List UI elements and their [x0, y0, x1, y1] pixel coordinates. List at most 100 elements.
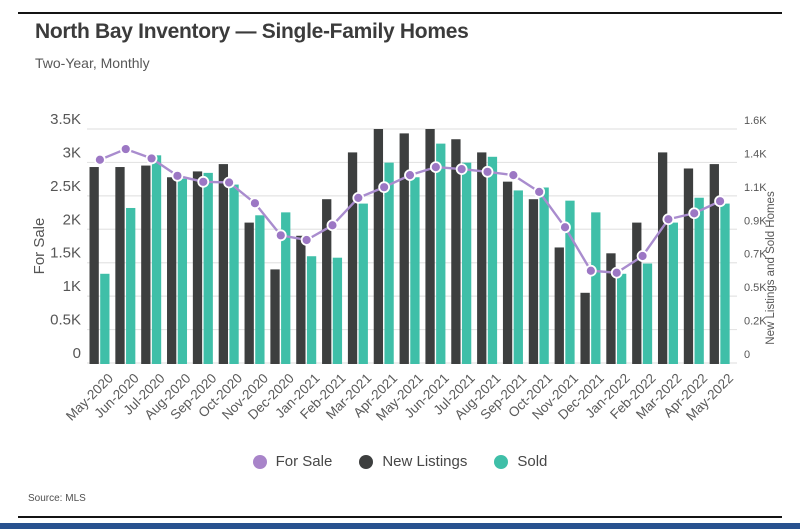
- for-sale-point: [274, 229, 287, 242]
- sold-bar: [487, 156, 498, 364]
- right-axis-tick-label: 0: [744, 349, 750, 361]
- for-sale-point: [662, 213, 675, 226]
- sold-bar: [591, 212, 601, 364]
- right-axis-tick-label: 1.1K: [744, 182, 767, 194]
- right-axis-tick-label: 1.4K: [744, 148, 767, 160]
- for-sale-point: [559, 221, 571, 234]
- new-listings-bar: [115, 167, 125, 364]
- bottom-accent-bar: [0, 523, 800, 529]
- legend-item-for-sale: For Sale: [252, 453, 333, 470]
- right-axis-tick-label: 0.7K: [744, 249, 767, 261]
- legend-label: For Sale: [275, 453, 333, 470]
- chart-legend: For Sale New Listings Sold: [0, 453, 800, 470]
- new-listings-bar: [347, 152, 358, 364]
- sold-bar: [281, 212, 291, 364]
- legend-label: Sold: [517, 453, 548, 470]
- for-sale-point: [481, 165, 494, 178]
- sold-bar: [539, 187, 549, 364]
- for-sale-point: [714, 195, 726, 208]
- for-sale-point: [688, 207, 701, 220]
- new-listings-bar: [399, 133, 409, 364]
- for-sale-point: [249, 197, 261, 210]
- for-sale-point: [94, 153, 106, 166]
- new-listings-bar: [580, 292, 590, 364]
- for-sale-point: [171, 169, 184, 182]
- sold-legend-dot-icon: [494, 454, 509, 469]
- legend-label: New Listings: [382, 453, 468, 470]
- sold-bar: [177, 178, 188, 364]
- right-axis-title: New Listings and Sold Homes: [765, 191, 777, 345]
- sold-bar: [384, 162, 394, 364]
- for-sale-point: [533, 185, 546, 198]
- sold-bar: [151, 155, 162, 364]
- for-sale-point: [378, 181, 391, 194]
- new-listings-bar: [192, 171, 203, 364]
- chart-title: North Bay Inventory — Single-Family Home…: [35, 20, 469, 43]
- legend-item-new-listings: New Listings: [359, 453, 467, 470]
- new-listings-legend-dot-icon: [359, 454, 374, 469]
- left-axis-tick-label: 1.5K: [50, 245, 81, 262]
- for-sale-point: [636, 250, 649, 262]
- sold-bar: [126, 207, 136, 364]
- sold-bar: [255, 215, 265, 364]
- left-axis-title: For Sale: [31, 218, 48, 275]
- sold-bar: [720, 203, 730, 364]
- for-sale-point: [404, 169, 416, 182]
- left-axis-tick-label: 3K: [63, 144, 81, 161]
- sold-bar: [358, 203, 368, 364]
- new-listings-bar: [244, 222, 254, 364]
- new-listings-bar: [425, 129, 435, 364]
- left-axis-tick-label: 0.5K: [50, 312, 81, 329]
- new-listings-bar: [709, 164, 719, 364]
- left-axis-tick-label: 2K: [63, 211, 81, 228]
- new-listings-bar: [218, 164, 228, 364]
- sold-bar: [229, 184, 239, 364]
- left-axis-tick-label: 2.5K: [50, 178, 81, 195]
- for-sale-point: [223, 176, 236, 189]
- for-sale-point: [429, 161, 442, 174]
- new-listings-bar: [477, 152, 487, 364]
- new-listings-bar: [606, 253, 616, 364]
- new-listings-bar: [89, 167, 99, 364]
- sold-bar: [668, 222, 678, 364]
- sold-bar: [100, 273, 110, 364]
- new-listings-bar: [322, 199, 332, 364]
- sold-bar: [617, 273, 627, 364]
- for-sale-point: [145, 152, 158, 165]
- new-listings-bar: [502, 181, 513, 364]
- new-listings-bar: [270, 269, 280, 364]
- new-listings-bar: [451, 139, 461, 364]
- sold-bar: [410, 177, 420, 364]
- sold-bar: [306, 256, 317, 364]
- legend-item-sold: Sold: [494, 453, 547, 470]
- footer-rule: [18, 516, 782, 518]
- new-listings-bar: [296, 235, 306, 364]
- for-sale-point: [507, 169, 520, 182]
- new-listings-bar: [167, 177, 177, 364]
- new-listings-bar: [683, 168, 694, 364]
- left-axis-tick-label: 3.5K: [50, 111, 81, 128]
- sold-bar: [436, 143, 446, 364]
- sold-bar: [203, 172, 213, 364]
- for-sale-legend-dot-icon: [252, 454, 267, 469]
- for-sale-point: [455, 163, 468, 176]
- new-listings-bar: [141, 165, 151, 364]
- for-sale-point: [119, 143, 132, 155]
- left-axis-tick-label: 0: [73, 345, 81, 362]
- new-listings-bar: [632, 222, 642, 364]
- sold-bar: [642, 263, 653, 364]
- sold-bar: [461, 162, 472, 364]
- new-listings-bar: [657, 152, 668, 364]
- source-note: Source: MLS: [28, 493, 86, 504]
- new-listings-bar: [554, 247, 564, 364]
- for-sale-point: [584, 264, 597, 277]
- for-sale-point: [352, 191, 365, 204]
- right-axis-tick-label: 0.9K: [744, 215, 767, 227]
- left-axis-tick-label: 1K: [63, 278, 81, 295]
- new-listings-bar: [528, 199, 539, 364]
- sold-bar: [694, 197, 704, 364]
- for-sale-point: [326, 219, 339, 232]
- right-axis-tick-label: 1.6K: [744, 115, 767, 127]
